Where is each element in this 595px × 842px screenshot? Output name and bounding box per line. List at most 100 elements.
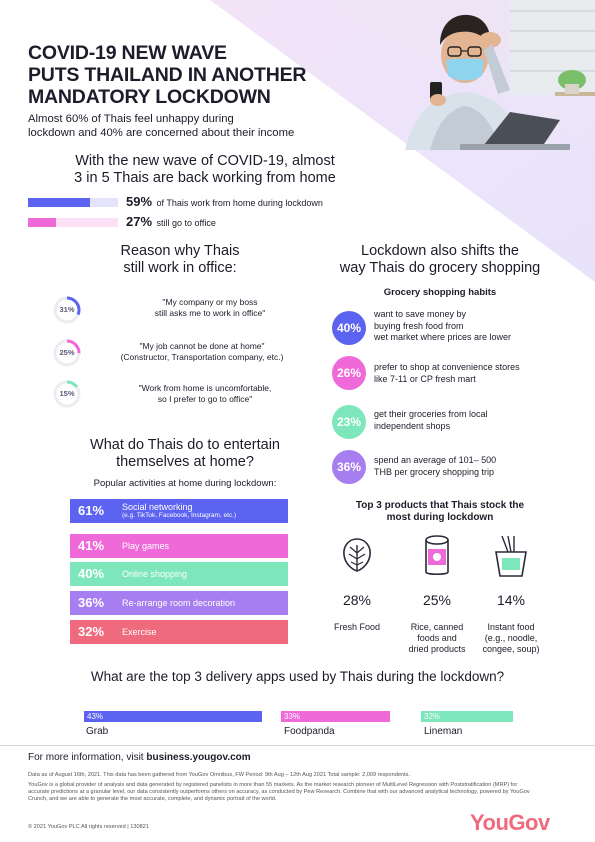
heading-line: 3 in 5 Thais are back working from home xyxy=(74,170,336,186)
habit-line: wet market where prices are lower xyxy=(374,332,512,342)
activity-pct: 32% xyxy=(78,624,105,639)
activity-pct: 61% xyxy=(78,503,105,518)
delivery-app-bar: 43% xyxy=(84,711,262,722)
data-note: Data as of August 16th, 2021. This data … xyxy=(28,772,410,778)
delivery-app-name: Lineman xyxy=(424,726,463,737)
reason-donut: 31% xyxy=(52,295,82,325)
subtitle-line: Almost 60% of Thais feel unhappy during xyxy=(28,113,234,125)
hero-photo-stressed-man-with-mask xyxy=(405,0,595,150)
footer-divider xyxy=(0,745,595,746)
donut-pct: 25% xyxy=(59,348,75,357)
page-subtitle: Almost 60% of Thais feel unhappy during … xyxy=(28,112,328,140)
wfh-bar xyxy=(28,198,90,207)
quote-line: so I prefer to go to office" xyxy=(157,394,253,404)
about-line: accurate predictions at a granular level… xyxy=(28,789,530,795)
grocery-heading: Lockdown also shifts the way Thais do gr… xyxy=(320,243,560,277)
quote-line: "My company or my boss xyxy=(162,297,258,307)
activity-label: Exercise xyxy=(122,627,157,637)
habit-line: independent shops xyxy=(374,420,451,431)
grocery-subheading: Grocery shopping habits xyxy=(383,287,497,298)
donut-arc xyxy=(53,339,81,367)
title-line: PUTS THAILAND IN ANOTHER xyxy=(28,64,307,86)
about-line: YouGov is a global provider of analysis … xyxy=(28,782,518,788)
grocery-habit-text: spend an average of 101– 500 THB per gro… xyxy=(374,455,496,478)
wfh-bar-track xyxy=(90,198,118,207)
activity-label: Online shopping xyxy=(122,569,188,579)
delivery-app-pct: 43% xyxy=(87,712,104,721)
activity-pct: 41% xyxy=(78,538,105,553)
grocery-pct-circle: 26% xyxy=(332,356,366,390)
entertain-heading: What do Thais do to entertain themselves… xyxy=(55,437,315,471)
office-row: 27% still go to office xyxy=(126,213,216,231)
heading-line: Reason why Thais xyxy=(120,243,240,259)
product-label-line: dried products xyxy=(408,644,466,654)
habit-line: get their groceries from local xyxy=(374,409,488,419)
heading-line: Lockdown also shifts the xyxy=(361,243,519,259)
lettuce-icon xyxy=(343,538,371,572)
grocery-pct-circle: 40% xyxy=(332,311,366,345)
product-pct: 25% xyxy=(422,592,452,608)
heading-line: With the new wave of COVID-19, almost xyxy=(75,153,335,169)
about-line: Crunch, and we are able to generate the … xyxy=(28,796,277,802)
office-reasons-heading: Reason why Thais still work in office: xyxy=(60,243,300,277)
page-title: COVID-19 NEW WAVE PUTS THAILAND IN ANOTH… xyxy=(28,42,307,108)
title-line: COVID-19 NEW WAVE xyxy=(28,42,227,64)
product-label-line: foods and xyxy=(417,633,457,643)
office-bar-track xyxy=(56,218,118,227)
heading-line: What do Thais do to entertain xyxy=(90,437,280,453)
more-info-link[interactable]: business.yougov.com xyxy=(146,752,251,763)
heading-line: Top 3 products that Thais stock the xyxy=(355,500,525,511)
habit-line: spend an average of 101– 500 xyxy=(374,455,497,465)
more-info: For more information, visit business.you… xyxy=(28,752,251,763)
delivery-app-pct: 33% xyxy=(284,712,301,721)
heading-line: most during lockdown xyxy=(386,512,494,523)
grocery-pct-circle: 36% xyxy=(332,450,366,484)
quote-line: "My job cannot be done at home" xyxy=(139,341,265,351)
donut-ring xyxy=(53,380,81,408)
activity-row: 61% Social networking (e.g. TikTok, Facebo… xyxy=(70,499,288,523)
activity-row: 32% Exercise xyxy=(70,620,288,644)
delivery-app-name: Foodpanda xyxy=(284,726,335,737)
reason-donut: 25% xyxy=(52,338,82,368)
habit-line: buying fresh food from xyxy=(374,320,464,331)
activity-label: Play games xyxy=(122,541,170,551)
heading-line: still work in office: xyxy=(123,260,237,276)
wfh-row: 59% of Thais work from home during lockd… xyxy=(126,193,323,211)
grocery-pct-circle: 23% xyxy=(332,405,366,439)
product-pct: 14% xyxy=(496,592,526,608)
reason-donut: 15% xyxy=(52,379,82,409)
products-heading: Top 3 products that Thais stock the most… xyxy=(320,500,560,524)
activity-pct: 40% xyxy=(78,566,105,581)
office-bar xyxy=(28,218,56,227)
product-label-line: Fresh Food xyxy=(333,622,381,632)
reason-quote: "Work from home is uncomfortable, so I p… xyxy=(105,383,305,405)
wfh-pct: 59% xyxy=(126,194,153,209)
grocery-habit-text: want to save money by buying fresh food … xyxy=(374,309,511,344)
activity-label: Social networking xyxy=(122,502,193,512)
donut-arc xyxy=(53,296,81,324)
copyright: © 2021 YouGov PLC All rights reserved | … xyxy=(28,824,149,830)
delivery-app-bar: 32% xyxy=(421,711,513,722)
habit-line: like 7-11 or CP fresh mart xyxy=(374,373,476,384)
activity-row: 40% Online shopping xyxy=(70,562,288,586)
delivery-app-bar: 33% xyxy=(281,711,390,722)
donut-ring xyxy=(53,339,81,367)
canned-food-icon xyxy=(425,535,449,576)
heading-line: way Thais do grocery shopping xyxy=(339,260,541,276)
product-label: Instant food (e.g., noodle, congee, soup… xyxy=(471,622,551,655)
activity-sublabel: (e.g. TikTok, Facebook, Instagram, etc.) xyxy=(122,512,237,519)
product-pct: 28% xyxy=(342,592,372,608)
donut-arc xyxy=(53,380,81,408)
activity-row: 41% Play games xyxy=(70,534,288,558)
about-text: YouGov is a global provider of analysis … xyxy=(28,782,568,803)
grocery-habit-text: get their groceries from local independe… xyxy=(374,409,488,432)
product-label-line: congee, soup) xyxy=(482,644,540,654)
product-label: Rice, canned foods and dried products xyxy=(397,622,477,655)
donut-pct: 15% xyxy=(59,389,75,398)
activity-label: Re-arrange room decoration xyxy=(122,598,236,608)
reason-quote: "My company or my boss still asks me to … xyxy=(115,297,305,319)
habit-line: THB per grocery shopping trip xyxy=(374,466,495,477)
quote-line: still asks me to work in office" xyxy=(154,308,266,318)
quote-line: "Work from home is uncomfortable, xyxy=(138,383,272,393)
wfh-text: of Thais work from home during lockdown xyxy=(156,198,323,208)
